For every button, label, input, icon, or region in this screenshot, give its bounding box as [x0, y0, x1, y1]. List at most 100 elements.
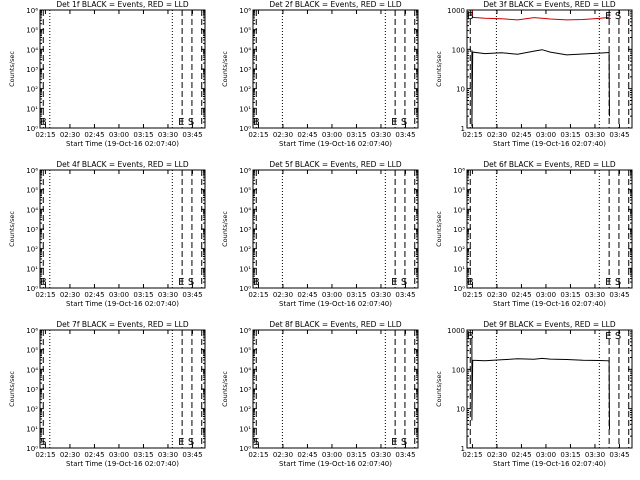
x-tick-label: 03:00	[322, 131, 342, 139]
event-marker-label: E	[391, 117, 397, 128]
x-tick-label: 03:15	[133, 291, 153, 299]
y-tick-label: 10⁶	[26, 327, 38, 335]
y-tick-label: 10⁴	[239, 366, 251, 374]
x-tick-label: 02:15	[35, 451, 55, 459]
y-axis-label: Counts/sec	[221, 211, 229, 247]
y-axis-label: Counts/sec	[221, 371, 229, 407]
panel-2: Det 2f BLACK = Events, RED = LLD 10⁰ 10¹ 10…	[221, 0, 419, 148]
y-tick-label: 10²	[239, 406, 251, 414]
panel-title: Det 6f BLACK = Events, RED = LLD	[483, 160, 616, 169]
y-tick-label: 10⁶	[26, 7, 38, 15]
y-tick-label: 10¹	[26, 265, 38, 273]
x-tick-label: 03:00	[109, 451, 129, 459]
y-tick-label: 10²	[239, 246, 251, 254]
y-tick-label: 10³	[239, 66, 251, 74]
y-tick-label: 10³	[453, 226, 465, 234]
panel-title: Det 7f BLACK = Events, RED = LLD	[56, 320, 189, 329]
x-tick-label: 02:15	[248, 131, 268, 139]
y-tick-label: 10⁵	[26, 347, 38, 355]
y-axis-label: Counts/sec	[221, 51, 229, 87]
x-tick-label: 03:45	[609, 291, 629, 299]
x-tick-label: 02:15	[462, 131, 482, 139]
event-marker-label: S	[188, 277, 194, 288]
x-tick-label: 02:45	[297, 451, 317, 459]
x-tick-label: 03:15	[133, 131, 153, 139]
x-tick-label: 03:30	[585, 291, 605, 299]
event-marker-label: E	[391, 277, 397, 288]
y-tick-label: 1000	[447, 327, 465, 335]
event-marker-label: S	[401, 117, 407, 128]
series-line-0	[471, 338, 610, 430]
y-tick-label: 10²	[239, 86, 251, 94]
y-tick-label: 10⁴	[26, 46, 38, 54]
y-axis-label: Counts/sec	[8, 371, 16, 407]
y-tick-label: 10⁰	[26, 125, 38, 133]
y-tick-label: 10⁶	[239, 7, 251, 15]
x-tick-label: 02:15	[248, 291, 268, 299]
event-marker-label: S	[401, 277, 407, 288]
y-tick-label: 10⁵	[26, 27, 38, 35]
x-tick-label: 03:00	[109, 291, 129, 299]
x-tick-label: 03:15	[560, 451, 580, 459]
x-axis-label: Start Time (19-Oct-16 02:07:40)	[279, 300, 392, 308]
y-tick-label: 1	[461, 125, 465, 133]
x-tick-label: 03:30	[585, 131, 605, 139]
x-tick-label: 02:45	[511, 451, 531, 459]
panel-9: Det 9f BLACK = Events, RED = LLD 1 10 100 10…	[435, 320, 633, 468]
event-marker-label: E	[391, 437, 397, 448]
y-tick-label: 10¹	[26, 105, 38, 113]
x-tick-label: 02:30	[60, 131, 80, 139]
y-tick-label: 10⁴	[453, 206, 465, 214]
plot-frame	[252, 329, 419, 449]
plot-frame	[39, 9, 206, 129]
x-tick-label: 03:00	[322, 291, 342, 299]
panel-title: Det 8f BLACK = Events, RED = LLD	[269, 320, 402, 329]
x-tick-label: 03:00	[109, 131, 129, 139]
y-tick-label: 1000	[447, 7, 465, 15]
y-tick-label: 10¹	[239, 265, 251, 273]
panel-title: Det 9f BLACK = Events, RED = LLD	[483, 320, 616, 329]
y-tick-label: 10²	[453, 246, 465, 254]
event-marker-label: E	[605, 277, 611, 288]
y-axis-label: Counts/sec	[435, 371, 443, 407]
event-marker-label: S	[188, 437, 194, 448]
event-marker-label: S	[40, 437, 46, 448]
y-tick-label: 1	[461, 445, 465, 453]
x-tick-label: 03:15	[346, 451, 366, 459]
y-tick-label: 10⁶	[26, 167, 38, 175]
y-tick-label: 10⁵	[239, 187, 251, 195]
x-tick-label: 03:30	[158, 291, 178, 299]
x-tick-label: 03:45	[182, 451, 202, 459]
event-marker-label: E	[178, 277, 184, 288]
y-tick-label: 10⁴	[26, 206, 38, 214]
event-marker-label: E	[605, 331, 611, 342]
y-tick-label: 10⁰	[239, 285, 251, 293]
y-tick-label: 10⁵	[239, 347, 251, 355]
plot-frame	[252, 169, 419, 289]
y-tick-label: 10⁴	[26, 366, 38, 374]
x-tick-label: 03:15	[560, 291, 580, 299]
event-marker-label: S	[253, 437, 259, 448]
x-tick-label: 03:00	[536, 291, 556, 299]
panel-6: Det 6f BLACK = Events, RED = LLD 10⁰ 10¹ 10…	[435, 160, 633, 308]
x-tick-label: 02:45	[297, 291, 317, 299]
y-tick-label: 100	[452, 366, 465, 374]
x-tick-label: 02:15	[462, 451, 482, 459]
y-tick-label: 10⁵	[239, 27, 251, 35]
x-tick-label: 02:30	[60, 451, 80, 459]
y-tick-label: 100	[452, 46, 465, 54]
x-tick-label: 03:15	[560, 131, 580, 139]
x-tick-label: 02:45	[511, 131, 531, 139]
x-tick-label: 02:30	[487, 451, 507, 459]
x-tick-label: 03:00	[322, 451, 342, 459]
x-tick-label: 03:30	[158, 451, 178, 459]
y-axis-label: Counts/sec	[435, 211, 443, 247]
y-axis-label: Counts/sec	[435, 51, 443, 87]
y-tick-label: 10⁵	[26, 187, 38, 195]
x-tick-label: 03:30	[371, 131, 391, 139]
event-marker-label: E	[178, 117, 184, 128]
y-tick-label: 10²	[26, 246, 38, 254]
panel-3: Det 3f BLACK = Events, RED = LLD 1 10 100 10…	[435, 0, 633, 148]
event-marker-label: E	[605, 11, 611, 22]
